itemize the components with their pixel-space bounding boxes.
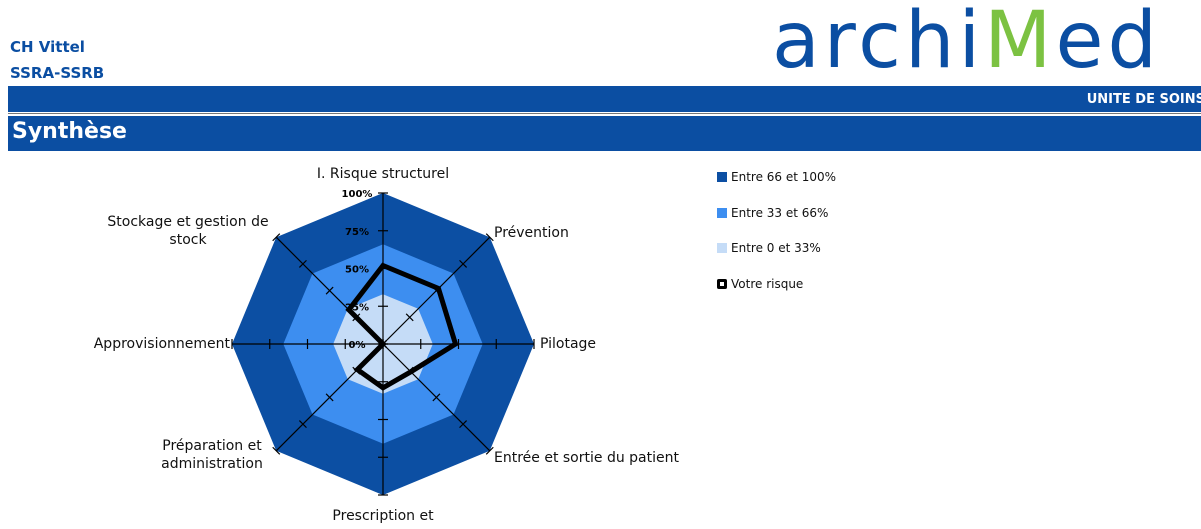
separator <box>8 113 1201 114</box>
logo-text: ed <box>1055 0 1161 86</box>
y-tick-label: 50% <box>345 265 369 276</box>
header-bar <box>8 86 1201 112</box>
section-bar <box>8 116 1201 151</box>
y-tick-label: 25% <box>345 302 369 313</box>
tick-mark <box>325 286 334 295</box>
y-tick-label: 0% <box>349 340 366 351</box>
category-label: I. Risque structurel <box>316 166 450 182</box>
legend-item: Entre 66 et 100% <box>717 170 836 184</box>
legend-label: Entre 66 et 100% <box>731 170 837 184</box>
legend-swatch <box>717 172 727 182</box>
tick-mark <box>272 446 281 455</box>
legend-label: Entre 0 et 33% <box>731 241 821 255</box>
unit-label: UNITE DE SOINS <box>1086 92 1201 107</box>
logo-m: M <box>984 0 1056 86</box>
category-label: Pilotage <box>540 336 597 352</box>
category-label: Prescription et <box>332 508 434 524</box>
tick-mark <box>432 393 441 402</box>
category-label: Entrée et sortie du patient <box>494 450 679 466</box>
tick-mark <box>459 259 468 268</box>
category-label: Préparation et administration <box>161 438 263 472</box>
legend-label: Entre 33 et 66% <box>731 205 829 220</box>
legend-item: Entre 33 et 66% <box>717 206 828 220</box>
service-name: SSRA-SSRB <box>10 64 105 82</box>
risk-line <box>345 262 459 391</box>
category-label: Stockage et gestion de stock <box>107 214 269 248</box>
legend-swatch <box>717 207 727 218</box>
category-label: Prévention <box>494 225 569 241</box>
tick-mark <box>485 233 494 242</box>
tick-mark <box>298 259 307 268</box>
tick-mark <box>459 420 468 429</box>
section-title: Synthèse <box>12 119 127 144</box>
legend-swatch <box>717 243 727 253</box>
y-tick-label: 75% <box>345 227 369 238</box>
legend-item: Votre risque <box>717 277 803 291</box>
legend-swatch <box>717 278 727 289</box>
tick-mark <box>272 233 281 242</box>
logo-text: archi <box>772 0 985 86</box>
site-name: CH Vittel <box>10 38 85 56</box>
y-tick-label: 100% <box>342 189 373 200</box>
tick-mark <box>298 420 307 429</box>
tick-mark <box>325 393 334 402</box>
legend-label: Votre risque <box>731 276 804 291</box>
category-label: Approvisionnement <box>93 336 230 352</box>
tick-mark <box>485 446 494 455</box>
logo: archiMed <box>772 0 1161 86</box>
tick-mark <box>405 313 414 322</box>
legend-item: Entre 0 et 33% <box>717 241 821 255</box>
